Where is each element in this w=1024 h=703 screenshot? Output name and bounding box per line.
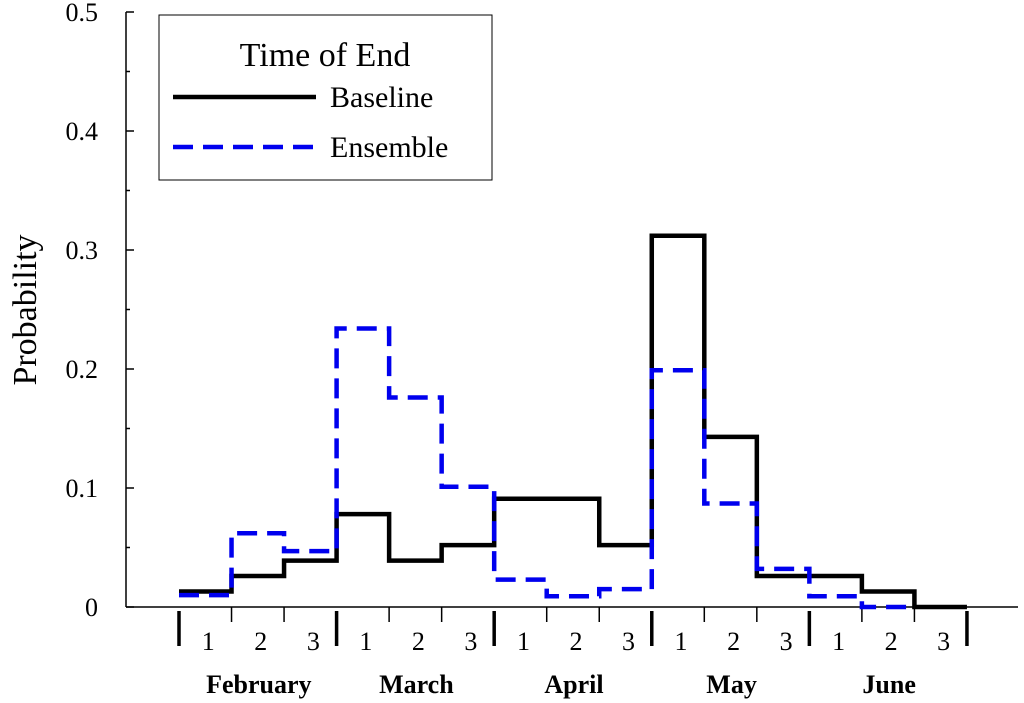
sub-period-label: 2 xyxy=(254,627,267,656)
sub-period-label: 3 xyxy=(464,627,477,656)
sub-period-label: 1 xyxy=(517,627,530,656)
y-ticks: 0 0.1 0.2 0.3 0.4 0.5 xyxy=(66,0,134,622)
legend-label-baseline: Baseline xyxy=(330,81,433,114)
sub-period-label: 3 xyxy=(622,627,635,656)
series-layer xyxy=(179,233,967,610)
sub-period-label: 3 xyxy=(937,627,950,656)
legend-label-ensemble: Ensemble xyxy=(330,131,448,164)
sub-period-label: 1 xyxy=(675,627,688,656)
sub-period-label: 1 xyxy=(832,627,845,656)
month-label: March xyxy=(379,670,454,699)
month-label: June xyxy=(862,670,915,699)
sub-period-label: 3 xyxy=(307,627,320,656)
sub-period-label: 2 xyxy=(885,627,898,656)
month-label: February xyxy=(206,670,311,699)
y-tick-label: 0.1 xyxy=(66,474,99,503)
sub-period-label: 2 xyxy=(569,627,582,656)
sub-period-label: 1 xyxy=(359,627,372,656)
y-tick-label: 0.4 xyxy=(66,117,99,146)
series-line-baseline xyxy=(179,233,967,610)
y-tick-label: 0 xyxy=(85,593,98,622)
y-axis-title: Probability xyxy=(7,234,44,385)
series-line-ensemble xyxy=(179,326,915,610)
legend: Time of End Baseline Ensemble xyxy=(158,14,493,181)
y-tick-label: 0.2 xyxy=(66,355,99,384)
sub-period-label: 1 xyxy=(202,627,215,656)
y-tick-label: 0.5 xyxy=(66,0,99,27)
sub-period-label: 2 xyxy=(412,627,425,656)
month-label: April xyxy=(544,670,603,699)
sub-period-label: 3 xyxy=(780,627,793,656)
sub-period-label: 2 xyxy=(727,627,740,656)
month-label: May xyxy=(706,670,757,699)
legend-title: Time of End xyxy=(240,37,411,74)
y-tick-label: 0.3 xyxy=(66,236,99,265)
